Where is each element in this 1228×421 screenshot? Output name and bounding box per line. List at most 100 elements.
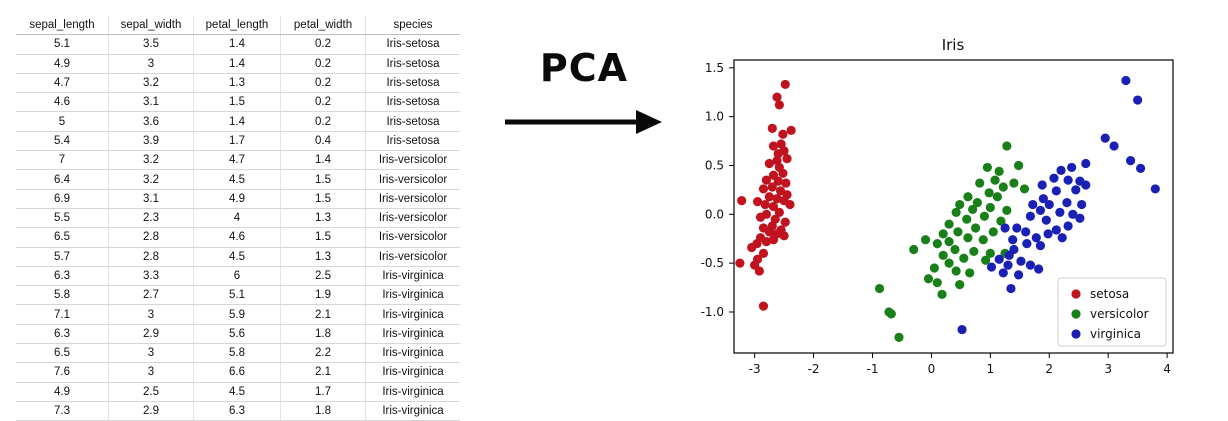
table-cell: 5.1 [193,285,281,306]
plot-frame [733,59,1174,354]
scatter-point-virginica [1135,163,1146,174]
table-cell: 1.7 [193,131,281,152]
table-cell: 1.4 [193,54,281,74]
y-tick-label: 0.5 [705,158,724,172]
table-cell: 2.8 [108,227,194,248]
y-tick-label: 1.0 [705,110,724,124]
scatter-point-setosa [767,182,777,192]
table-cell: Iris-versicolor [365,247,460,267]
table-cell: 2.7 [108,285,194,306]
table-cell: 1.8 [280,324,366,345]
table-cell: 1.5 [280,169,366,190]
table-cell: 0.2 [280,54,366,74]
scatter-point-versicolor [950,244,960,255]
scatter-point-versicolor [992,192,1002,202]
scatter-point-setosa [782,154,792,164]
table-cell: Iris-virginica [365,382,460,402]
table-cell: 3 [108,362,194,383]
table-row: 5.5 2.3 4 1.3 Iris-versicolor [16,208,460,229]
legend-marker [1071,309,1081,319]
table-cell: 5.1 [16,34,109,55]
scatter-point-versicolor [944,258,954,268]
table-row: 6.5 2.8 4.6 1.5 Iris-versicolor [16,227,460,248]
scatter-point-versicolor [955,280,965,290]
x-tick-label: 0 [928,362,936,376]
scatter-point-virginica [1031,233,1041,243]
table-cell: 6.5 [16,227,109,248]
scatter-point-versicolor [996,216,1006,226]
table-cell: Iris-virginica [365,285,460,306]
table-row: 7.1 3 5.9 2.1 Iris-virginica [16,304,460,325]
scatter-point-virginica [1022,239,1032,249]
x-tick-label: 3 [1104,362,1112,376]
scatter-point-versicolor [932,239,942,249]
scatter-point-versicolor [909,244,919,255]
table-cell: 3 [108,343,194,364]
column-header: sepal_length [16,16,109,36]
table-cell: 3 [108,304,194,325]
scatter-point-setosa [772,92,782,102]
scatter-point-versicolor [929,263,939,273]
scatter-point-virginica [1133,95,1143,105]
table-cell: 3.2 [108,169,194,190]
table-row: 5 3.6 1.4 0.2 Iris-setosa [16,111,460,132]
table-cell: 0.2 [280,111,366,132]
scatter-point-virginica [1034,264,1044,274]
table-cell: 1.4 [193,111,281,132]
table-cell: 2.9 [108,324,194,345]
right-arrow-icon [505,110,662,134]
scatter-point-virginica [1057,233,1067,243]
scatter-point-virginica [1125,155,1136,166]
table-cell: 4 [193,208,281,229]
table-cell: 1.5 [280,189,366,209]
scatter-point-versicolor [955,199,965,210]
x-tick-label: 2 [1045,362,1053,376]
iris-data-table: sepal_length sepal_width petal_length petal… [16,16,460,421]
scatter-point-virginica [1071,185,1081,195]
x-tick-label: -2 [808,362,820,376]
scatter-point-setosa [747,242,757,253]
scatter-point-setosa [768,201,779,212]
scatter-point-setosa [785,199,795,210]
scatter-point-versicolor [923,274,934,284]
scatter-point-setosa [758,184,769,194]
table-cell: Iris-virginica [365,266,460,287]
scatter-point-versicolor [959,253,969,263]
legend-label: virginica [1090,327,1141,341]
scatter-point-virginica [1063,221,1073,231]
table-row: 5.1 3.5 1.4 0.2 Iris-setosa [16,34,460,55]
table-cell: 4.6 [16,92,109,113]
table-cell: 1.4 [280,150,366,171]
table-cell: 3 [108,54,194,74]
scatter-point-setosa [755,212,766,222]
table-cell: 5.8 [16,285,109,306]
table-cell: 6.5 [16,343,109,364]
table-cell: 3.3 [108,266,194,287]
scatter-point-virginica [1121,75,1131,86]
scatter-point-versicolor [1002,141,1012,151]
table-cell: 4.5 [193,247,281,267]
y-tick-label: 1.5 [705,61,724,75]
table-cell: 1.4 [193,34,281,55]
scatter-point-virginica [1044,199,1054,210]
table-header-row: sepal_length sepal_width petal_length petal… [16,16,460,36]
table-cell: 7.6 [16,362,109,383]
table-cell: 6.3 [16,324,109,345]
table-row: 4.6 3.1 1.5 0.2 Iris-setosa [16,92,460,113]
scatter-point-versicolor [944,237,954,247]
table-cell: 5.7 [16,247,109,267]
table-row: 5.7 2.8 4.5 1.3 Iris-versicolor [16,247,460,267]
table-cell: 4.6 [193,227,281,248]
table-cell: 1.8 [280,401,366,421]
table-cell: 2.5 [108,382,194,402]
scatter-point-setosa [768,141,779,151]
legend-marker [1071,329,1081,339]
x-tick-label: -1 [866,362,878,376]
scatter-point-versicolor [965,268,975,278]
table-cell: 7 [16,150,109,171]
column-header: species [365,16,460,36]
table-cell: 3.2 [108,150,194,171]
table-cell: 2.5 [280,266,366,287]
table-cell: 5.8 [193,343,281,364]
pca-scatter-plot: Iris -3 -2 -1 0 1 2 3 4 1.5 1.0 0.5 0.0 -0.5 -1.0 set… [701,36,1174,376]
